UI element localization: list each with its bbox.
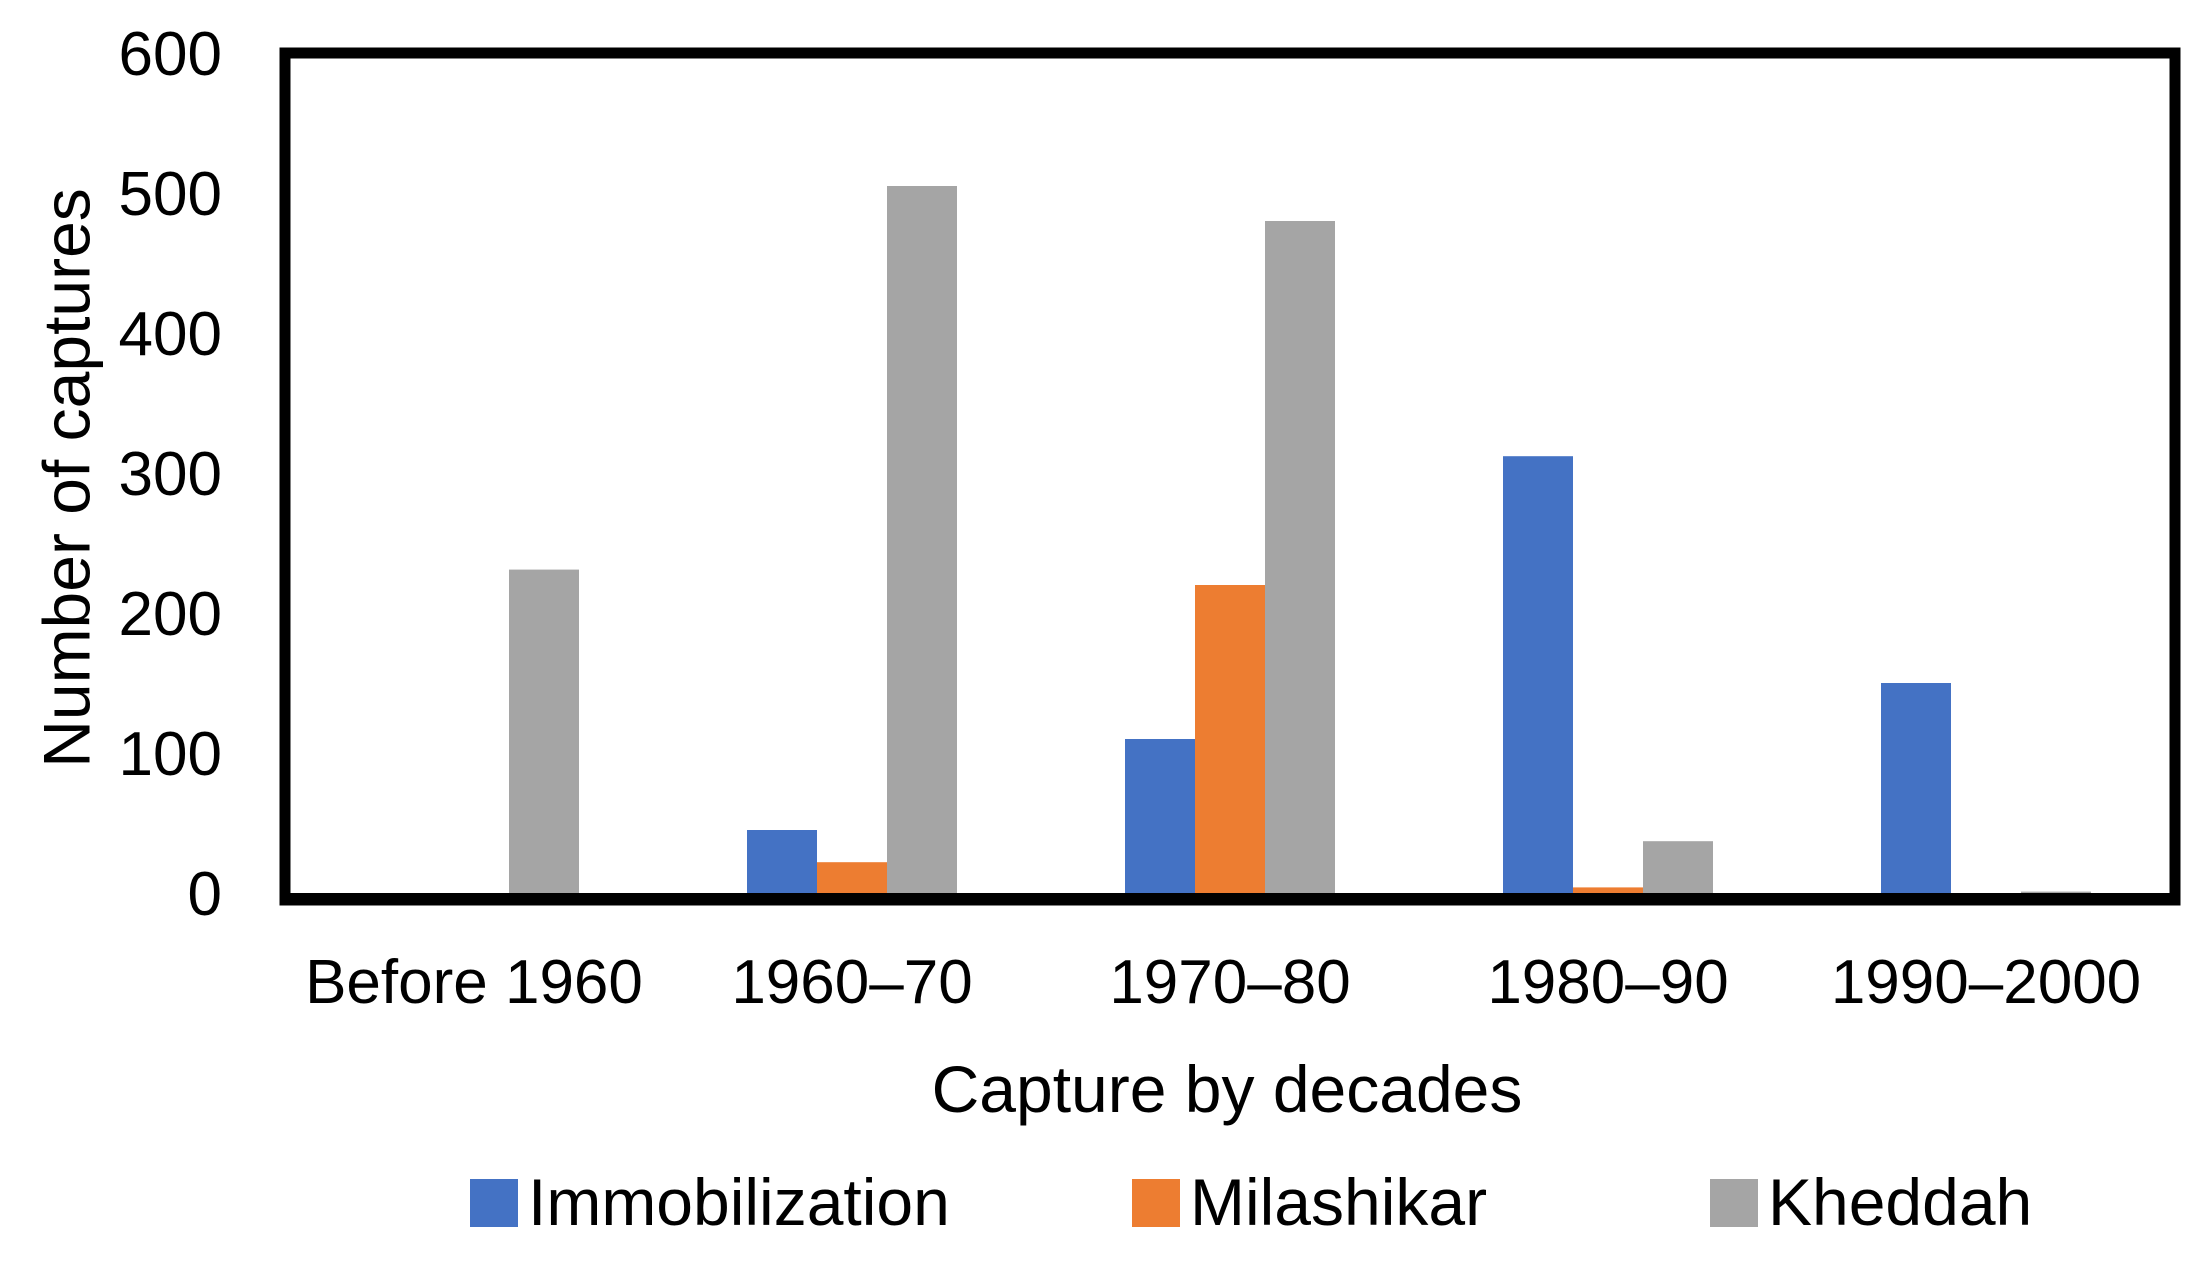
legend-label-milashikar: Milashikar xyxy=(1190,1165,1487,1239)
bar-kheddah-4[interactable] xyxy=(2021,891,2091,893)
bar-immobilization-1[interactable] xyxy=(747,830,817,893)
x-axis-categories: Before 1960 1960–70 1970–80 1980–90 1990–200… xyxy=(305,948,2141,1017)
y-tick-label: 500 xyxy=(119,160,222,229)
bar-milashikar-3[interactable] xyxy=(1573,887,1643,893)
y-axis-ticks: 0 100 200 300 400 500 600 xyxy=(119,20,222,929)
y-tick-label: 0 xyxy=(188,860,222,929)
y-tick-label: 600 xyxy=(119,20,222,89)
legend: Immobilization Milashikar Kheddah xyxy=(470,1165,2032,1239)
bar-kheddah-0[interactable] xyxy=(509,569,579,893)
x-axis-title: Capture by decades xyxy=(932,1052,1523,1126)
bar-immobilization-3[interactable] xyxy=(1503,456,1573,893)
bar-immobilization-2[interactable] xyxy=(1125,739,1195,893)
legend-swatch-milashikar xyxy=(1132,1179,1180,1227)
y-tick-label: 200 xyxy=(119,580,222,649)
legend-swatch-immobilization xyxy=(470,1179,518,1227)
x-category-label: Before 1960 xyxy=(305,948,643,1017)
bar-milashikar-1[interactable] xyxy=(817,862,887,893)
x-category-label: 1980–90 xyxy=(1487,948,1728,1017)
bar-immobilization-4[interactable] xyxy=(1881,683,1951,893)
y-tick-label: 400 xyxy=(119,300,222,369)
legend-label-kheddah: Kheddah xyxy=(1768,1165,2032,1239)
legend-label-immobilization: Immobilization xyxy=(528,1165,950,1239)
x-category-label: 1970–80 xyxy=(1109,948,1350,1017)
plot-area-frame xyxy=(279,47,2181,906)
bar-kheddah-1[interactable] xyxy=(887,186,957,893)
y-tick-label: 100 xyxy=(119,720,222,789)
y-axis-title: Number of captures xyxy=(29,188,103,768)
legend-swatch-kheddah xyxy=(1710,1179,1758,1227)
x-category-label: 1990–2000 xyxy=(1831,948,2141,1017)
y-tick-label: 300 xyxy=(119,440,222,509)
bars-layer xyxy=(509,186,2091,893)
bar-milashikar-2[interactable] xyxy=(1195,585,1265,893)
x-category-label: 1960–70 xyxy=(731,948,972,1017)
bar-kheddah-2[interactable] xyxy=(1265,221,1335,893)
bar-kheddah-3[interactable] xyxy=(1643,841,1713,893)
